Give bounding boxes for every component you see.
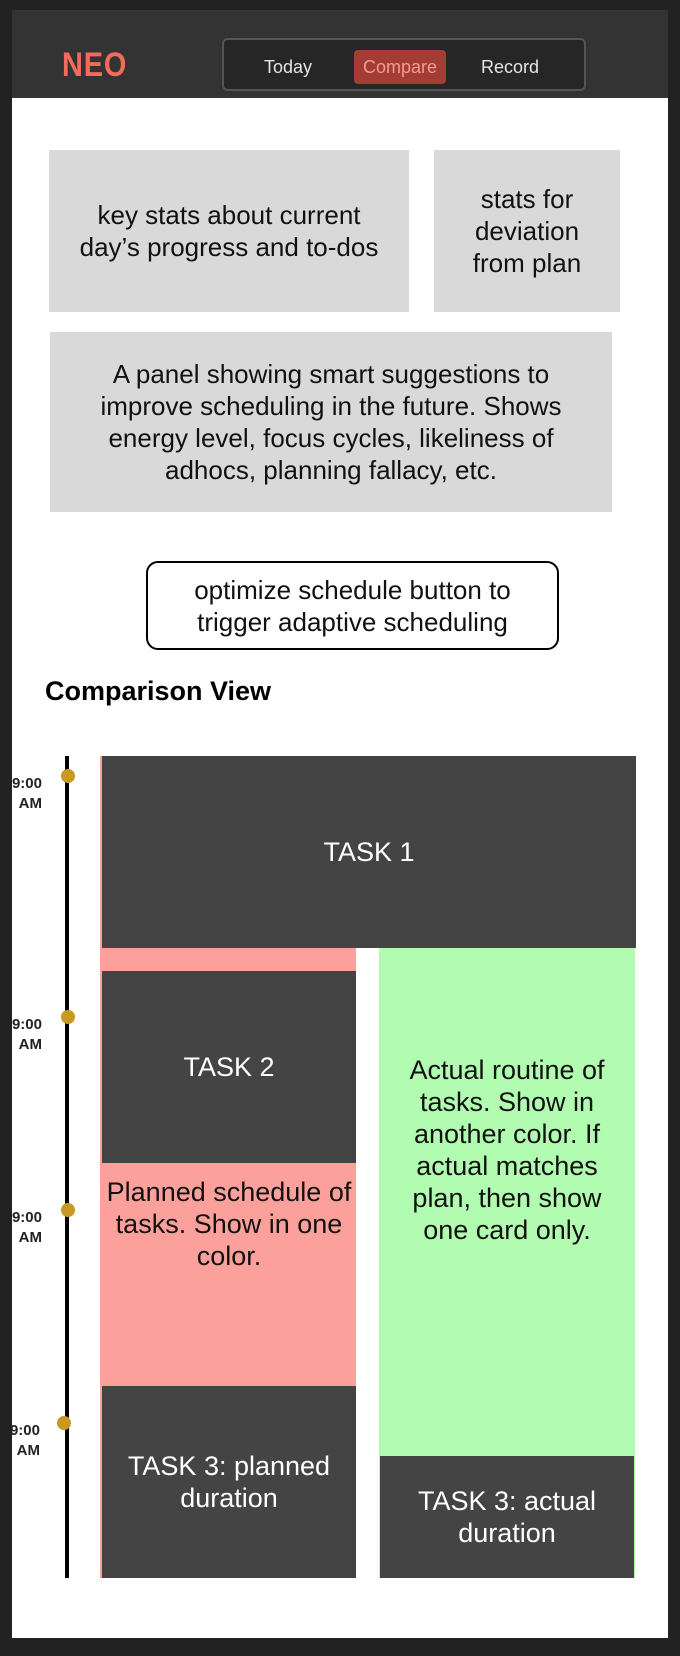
time-label: 9:00 AM: [11, 775, 42, 812]
tab-today[interactable]: Today: [263, 57, 313, 77]
smart-suggestions-panel: A panel showing smart suggestions to imp…: [50, 332, 612, 512]
comparison-view-title: Comparison View: [45, 676, 272, 706]
app-logo: NEO: [62, 46, 128, 84]
compare-page: key stats about current day’s progress a…: [10, 98, 668, 1638]
task-3-planned-label: TASK 3: planned duration: [127, 1451, 331, 1513]
optimize-schedule-button[interactable]: optimize schedule button to trigger adap…: [146, 561, 559, 650]
actual-routine-text: Actual routine of tasks. Show in another…: [409, 1055, 605, 1245]
time-label: 9:00 AM: [11, 1016, 42, 1053]
actual-routine-note: Actual routine of tasks. Show in another…: [382, 1054, 632, 1246]
task-3-planned-card[interactable]: TASK 3: planned duration: [102, 1386, 356, 1578]
timeline-dot: [61, 1203, 75, 1217]
timeline-dot: [57, 1416, 71, 1430]
task-2-card[interactable]: TASK 2: [102, 971, 356, 1163]
key-stats-text: key stats about current day’s progress a…: [79, 200, 379, 262]
task-3-actual-label: TASK 3: actual duration: [417, 1486, 597, 1548]
tab-record[interactable]: Record: [480, 57, 540, 77]
deviation-stats-panel: stats for deviation from plan: [434, 150, 620, 312]
top-nav-bar: NEO Today Compare Record: [12, 10, 668, 98]
task-1-card[interactable]: TASK 1: [102, 756, 636, 948]
timeline-axis: [65, 756, 69, 1578]
deviation-stats-text: stats for deviation from plan: [472, 184, 582, 278]
planned-schedule-note: Planned schedule of tasks. Show in one c…: [106, 1177, 352, 1271]
task-3-actual-card[interactable]: TASK 3: actual duration: [380, 1456, 634, 1578]
time-label: 9:00 AM: [11, 1209, 42, 1246]
view-tabs: Today Compare Record: [222, 38, 586, 91]
tab-compare[interactable]: Compare: [354, 50, 446, 84]
optimize-schedule-label: optimize schedule button to trigger adap…: [194, 574, 511, 637]
key-stats-panel: key stats about current day’s progress a…: [49, 150, 409, 312]
timeline-dot: [61, 769, 75, 783]
time-label: 9:00 AM: [9, 1422, 40, 1459]
smart-suggestions-text: A panel showing smart suggestions to imp…: [100, 359, 562, 485]
timeline-dot: [61, 1010, 75, 1024]
